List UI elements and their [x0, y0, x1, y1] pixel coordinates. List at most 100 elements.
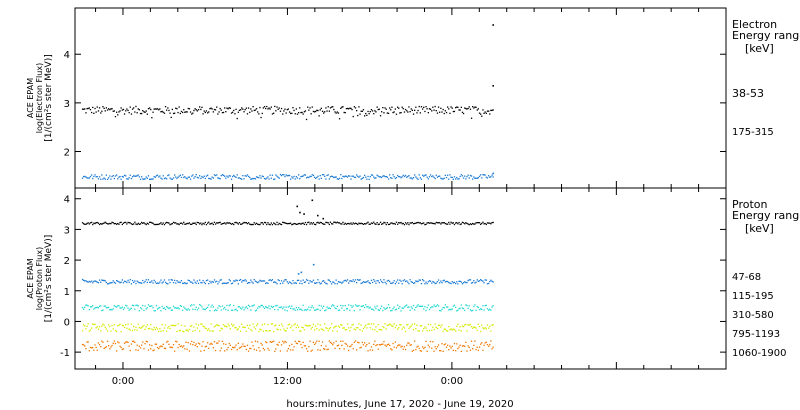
- data-point: [171, 108, 173, 111]
- series-115-195: [81, 263, 494, 285]
- data-point: [138, 310, 140, 312]
- data-point: [343, 327, 345, 329]
- data-point: [162, 281, 164, 283]
- data-point: [143, 324, 145, 327]
- data-point: [160, 330, 162, 332]
- data-point: [300, 330, 302, 332]
- data-point: [247, 175, 250, 178]
- data-point: [392, 223, 394, 225]
- data-point: [458, 308, 460, 310]
- data-point: [259, 223, 261, 226]
- legend-subtitle: Energy ranges: [732, 209, 800, 222]
- data-point: [381, 176, 383, 179]
- data-point: [311, 326, 313, 328]
- data-point: [354, 340, 357, 342]
- data-point: [155, 343, 158, 345]
- data-point: [253, 304, 255, 306]
- data-point: [196, 110, 198, 112]
- data-point: [133, 340, 135, 342]
- data-point: [300, 271, 303, 274]
- data-point: [444, 304, 446, 306]
- data-point: [313, 329, 316, 331]
- data-point: [205, 307, 208, 309]
- data-point: [354, 107, 357, 109]
- series-47-68: [81, 199, 494, 226]
- data-point: [236, 310, 238, 312]
- data-point: [337, 222, 340, 224]
- data-point: [352, 175, 354, 177]
- data-point: [490, 109, 492, 112]
- data-point: [457, 223, 459, 225]
- data-point: [445, 176, 448, 179]
- data-point: [259, 350, 261, 352]
- data-point: [291, 283, 293, 285]
- data-point: [166, 306, 168, 308]
- data-point: [401, 223, 403, 225]
- y-axis-title: [1/(cm²s ster MeV)]: [44, 235, 54, 322]
- data-point: [191, 304, 193, 306]
- data-point: [200, 177, 202, 179]
- data-point: [172, 324, 175, 327]
- data-point: [274, 325, 276, 327]
- data-point: [459, 307, 461, 309]
- data-point: [458, 329, 460, 331]
- data-point: [416, 324, 418, 326]
- data-point: [232, 325, 234, 327]
- data-point: [151, 328, 153, 330]
- data-point: [93, 308, 95, 310]
- data-point: [378, 176, 380, 178]
- data-point: [411, 281, 413, 283]
- data-point: [335, 340, 337, 342]
- data-point: [332, 304, 334, 306]
- data-point: [349, 107, 351, 109]
- data-point: [85, 304, 87, 306]
- data-point: [316, 328, 318, 330]
- data-point: [292, 280, 294, 282]
- data-point: [270, 177, 272, 179]
- data-point: [207, 112, 209, 114]
- data-point: [370, 222, 373, 224]
- data-point: [337, 178, 340, 180]
- data-point: [425, 309, 427, 312]
- data-point: [385, 223, 387, 226]
- data-point: [287, 348, 289, 350]
- data-point: [273, 222, 275, 224]
- data-point: [135, 349, 137, 351]
- data-point: [418, 222, 420, 224]
- data-point: [440, 177, 442, 179]
- data-point: [456, 343, 458, 345]
- data-point: [204, 221, 206, 224]
- data-point: [257, 111, 259, 113]
- data-point: [87, 222, 89, 224]
- data-point: [180, 324, 183, 326]
- data-point: [419, 350, 421, 352]
- data-point: [134, 175, 136, 177]
- data-point: [318, 115, 320, 117]
- data-point: [279, 329, 282, 331]
- data-point: [383, 279, 385, 281]
- data-point: [225, 343, 227, 345]
- data-point: [311, 305, 313, 307]
- data-point: [211, 280, 213, 283]
- data-point: [295, 342, 297, 344]
- data-point: [444, 174, 446, 176]
- data-point: [316, 308, 318, 310]
- data-point: [235, 176, 237, 178]
- data-point: [170, 324, 172, 327]
- data-point: [468, 106, 470, 108]
- data-point: [486, 308, 489, 310]
- data-point: [483, 309, 485, 311]
- data-point: [123, 307, 126, 309]
- data-point: [93, 323, 95, 326]
- data-point: [186, 309, 188, 311]
- data-point: [178, 106, 180, 108]
- data-point: [91, 347, 93, 349]
- data-point: [474, 282, 476, 284]
- data-point: [321, 328, 324, 331]
- data-point: [112, 110, 114, 112]
- data-point: [400, 324, 402, 326]
- data-point: [221, 340, 224, 342]
- data-point: [102, 323, 104, 325]
- data-point: [246, 282, 249, 284]
- data-point: [85, 112, 87, 114]
